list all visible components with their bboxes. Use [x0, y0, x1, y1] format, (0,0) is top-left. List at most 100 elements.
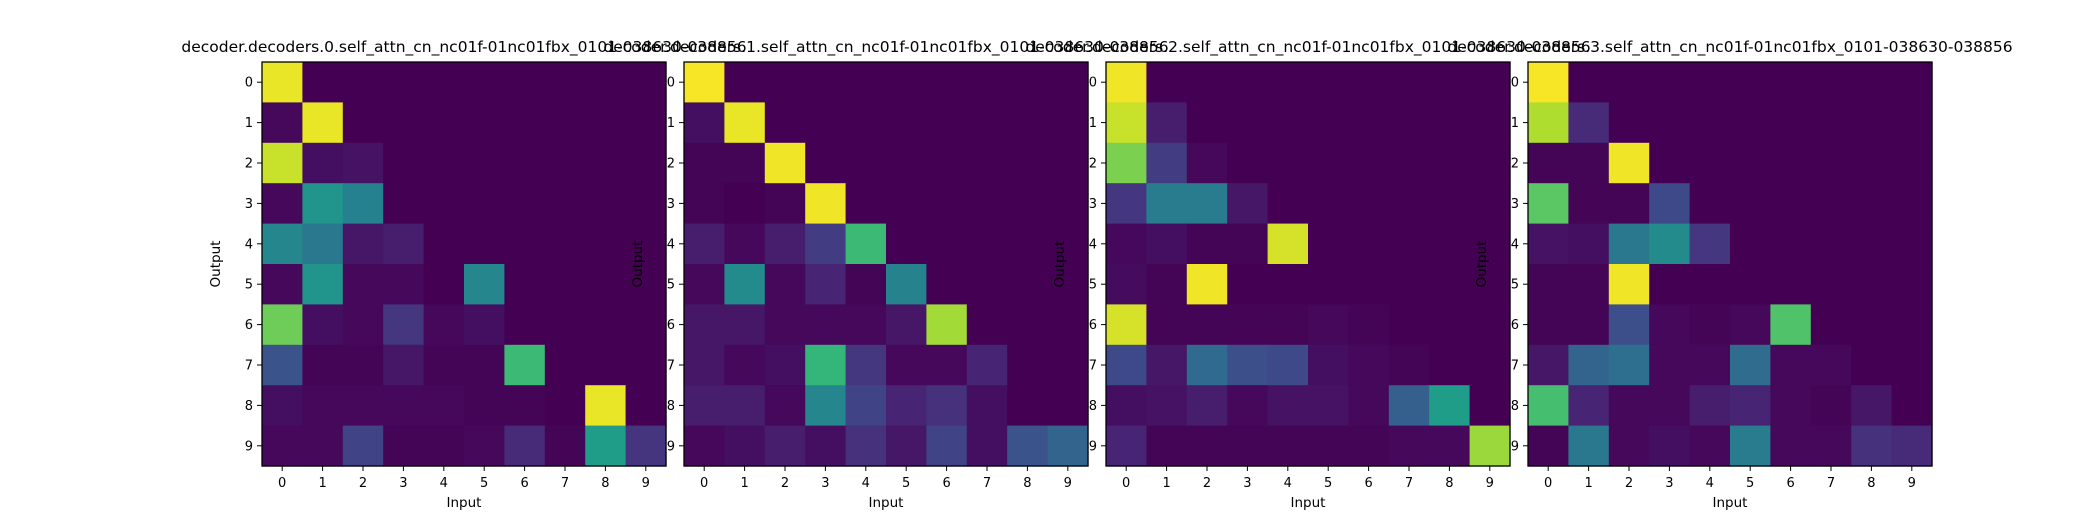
heatmap-cell — [724, 425, 766, 467]
heatmap-cell — [1649, 385, 1691, 427]
heatmap-cell — [1007, 264, 1049, 305]
heatmap-cell — [423, 142, 465, 184]
y-axis-label-2: Output — [1052, 241, 1068, 288]
heatmap-cell — [1689, 223, 1731, 265]
heatmap-cell — [1689, 142, 1731, 184]
x-tick-label: 2 — [359, 476, 367, 491]
heatmap-cell — [684, 102, 725, 144]
heatmap-cell — [1891, 183, 1933, 225]
x-tick-label: 7 — [561, 476, 569, 491]
y-axis-label-3: Output — [1474, 241, 1490, 288]
heatmap-cell — [585, 344, 627, 386]
heatmap-cell — [845, 385, 887, 427]
y-tick-label: 2 — [667, 157, 675, 172]
y-tick-label: 8 — [1511, 399, 1519, 414]
heatmap-cell — [342, 62, 384, 103]
heatmap-cell — [1568, 344, 1610, 386]
heatmap-cell — [1891, 102, 1933, 144]
heatmap-cell — [1186, 183, 1228, 225]
heatmap-cell — [1469, 62, 1511, 103]
heatmap-cell — [1106, 183, 1147, 225]
heatmap-cell — [886, 183, 927, 225]
heatmap-cell — [504, 304, 546, 346]
heatmap-cell — [1528, 304, 1569, 346]
heatmap-cell — [302, 425, 344, 467]
heatmap-cell — [464, 425, 505, 467]
heatmap-cell — [1528, 223, 1569, 265]
x-tick-label: 4 — [1706, 476, 1714, 491]
heatmap-cell — [1388, 425, 1430, 467]
heatmap-cell — [764, 385, 806, 427]
heatmap-cell — [544, 385, 586, 427]
heatmap-cell — [464, 264, 505, 305]
heatmap-cell — [1608, 344, 1650, 386]
heatmap-cell — [1186, 102, 1228, 144]
heatmap-cell — [1770, 385, 1812, 427]
heatmap-cell — [585, 223, 627, 265]
heatmap-cell — [1649, 264, 1691, 305]
heatmap-cell — [1568, 264, 1610, 305]
heatmap-cell — [464, 102, 505, 144]
heatmap-cell — [1891, 62, 1933, 103]
heatmap-cell — [1047, 62, 1089, 103]
heatmap-cell — [1186, 425, 1228, 467]
heatmap-cell — [1308, 304, 1349, 346]
heatmap-cell — [966, 385, 1008, 427]
heatmap-cell — [1528, 183, 1569, 225]
heatmap-cell — [1568, 385, 1610, 427]
heatmap-cell — [302, 304, 344, 346]
heatmap-cell — [1227, 344, 1269, 386]
heatmap-cell — [1186, 142, 1228, 184]
heatmap-cell — [383, 304, 425, 346]
heatmap-cell — [1469, 344, 1511, 386]
heatmap-cell — [383, 344, 425, 386]
heatmap-cell — [504, 425, 546, 467]
heatmap-cell — [383, 142, 425, 184]
y-axis-label-1: Output — [630, 241, 646, 288]
heatmap-cell — [423, 183, 465, 225]
heatmap-cell — [1770, 62, 1812, 103]
heatmap-cell — [1469, 264, 1511, 305]
y-tick-label: 1 — [245, 116, 253, 131]
heatmap-cell — [1348, 425, 1390, 467]
heatmap-panel-1: 0 1 2 3 4 5 6 7 8 9 0 1 2 3 4 5 6 7 8 9 decoder.decoders.1… — [603, 38, 1168, 511]
heatmap-cell — [1469, 102, 1511, 144]
heatmap-cell — [302, 183, 344, 225]
heatmap-cell — [1810, 304, 1852, 346]
heatmap-cell — [684, 264, 725, 305]
heatmap-cell — [423, 304, 465, 346]
heatmap-cell — [1047, 102, 1089, 144]
x-tick-label: 5 — [1746, 476, 1754, 491]
heatmap-cell — [1047, 344, 1089, 386]
heatmap-cell — [1528, 102, 1569, 144]
heatmap-cell — [926, 264, 968, 305]
heatmap-cell — [1891, 385, 1933, 427]
heatmap-cell — [845, 304, 887, 346]
y-tick-label: 9 — [1089, 439, 1097, 454]
heatmap-cell — [1649, 223, 1691, 265]
heatmap-cell — [1388, 183, 1430, 225]
heatmap-cell — [1649, 304, 1691, 346]
heatmap-cell — [1146, 142, 1188, 184]
x-tick-label: 0 — [700, 476, 708, 491]
y-tick-label: 8 — [245, 399, 253, 414]
y-ticks-2: 0 1 2 3 4 5 6 7 8 9 — [1089, 76, 1106, 454]
heatmap-cell — [302, 264, 344, 305]
heatmap-cell — [625, 102, 667, 144]
heatmap-cell — [1308, 142, 1349, 184]
heatmap-cell — [966, 142, 1008, 184]
x-tick-label: 4 — [862, 476, 870, 491]
x-tick-label: 7 — [1405, 476, 1413, 491]
heatmap-cell — [544, 62, 586, 103]
y-axis-label-0: Output — [208, 241, 224, 288]
heatmap-cell — [1851, 385, 1893, 427]
heatmap-cell — [1429, 385, 1471, 427]
heatmap-cell — [1810, 344, 1852, 386]
heatmap-cell — [1106, 223, 1147, 265]
heatmap-cell — [1146, 62, 1188, 103]
heatmap-cell — [1186, 344, 1228, 386]
x-tick-label: 8 — [1023, 476, 1031, 491]
heatmap-cell — [1047, 223, 1089, 265]
heatmap-cell — [1689, 102, 1731, 144]
heatmap-cell — [1689, 304, 1731, 346]
